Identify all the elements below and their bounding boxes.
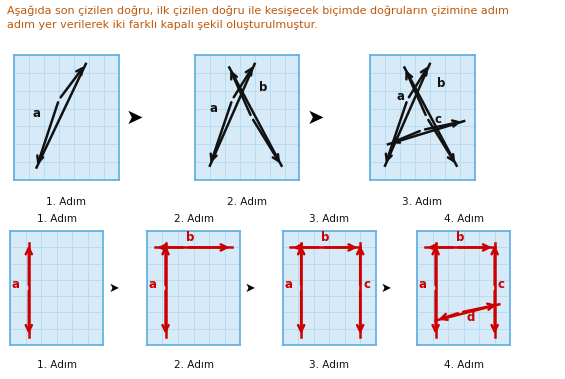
Text: a: a: [32, 108, 40, 121]
Text: ➤: ➤: [307, 108, 324, 127]
Text: 4. Adım: 4. Adım: [444, 215, 484, 224]
Text: c: c: [498, 278, 505, 291]
Text: b: b: [186, 231, 194, 244]
Text: 3. Adım: 3. Adım: [309, 215, 349, 224]
Text: 2. Adım: 2. Adım: [173, 360, 214, 370]
Text: c: c: [363, 278, 370, 291]
Text: 1. Adım: 1. Adım: [37, 360, 77, 370]
Text: 1. Adım: 1. Adım: [37, 215, 77, 224]
Text: b: b: [437, 77, 446, 90]
Text: ➤: ➤: [126, 108, 143, 127]
Text: Aşağıda son çizilen doğru, ilk çizilen doğru ile kesişecek biçimde doğruların çi: Aşağıda son çizilen doğru, ilk çizilen d…: [7, 6, 508, 30]
Text: a: a: [210, 102, 218, 115]
Text: a: a: [419, 278, 427, 291]
Text: d: d: [467, 310, 475, 324]
Text: a: a: [284, 278, 292, 291]
Text: 2. Adım: 2. Adım: [227, 197, 267, 207]
Text: a: a: [397, 89, 405, 103]
Text: ➤: ➤: [108, 282, 119, 294]
Text: ➤: ➤: [245, 282, 255, 294]
Text: b: b: [321, 231, 330, 244]
Text: c: c: [434, 113, 441, 126]
Text: a: a: [12, 278, 20, 291]
Text: 4. Adım: 4. Adım: [444, 360, 484, 370]
Text: a: a: [149, 278, 157, 291]
Text: 3. Adım: 3. Adım: [309, 360, 349, 370]
Text: 2. Adım: 2. Adım: [173, 215, 214, 224]
Text: ➤: ➤: [381, 282, 391, 294]
Text: 1. Adım: 1. Adım: [46, 197, 86, 207]
Text: b: b: [259, 81, 267, 94]
Text: 3. Adım: 3. Adım: [402, 197, 442, 207]
Text: b: b: [456, 231, 464, 244]
